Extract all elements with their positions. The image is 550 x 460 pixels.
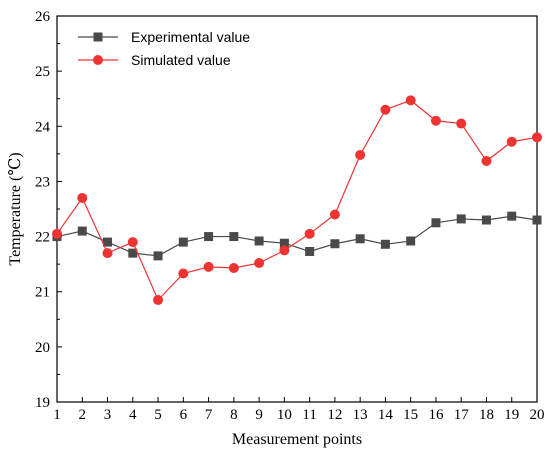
x-tick-label: 4 bbox=[129, 407, 137, 423]
y-tick-label: 19 bbox=[35, 395, 50, 411]
y-axis: 19 20 21 22 23 24 25 26 bbox=[35, 9, 62, 411]
data-point-simulated bbox=[279, 245, 290, 256]
data-point-experimental bbox=[204, 232, 214, 242]
data-point-experimental bbox=[279, 238, 289, 248]
data-point-experimental bbox=[330, 239, 340, 249]
series-group bbox=[52, 95, 542, 305]
x-tick-label: 2 bbox=[79, 407, 87, 423]
x-tick-label: 18 bbox=[479, 407, 494, 423]
legend-marker-simulated bbox=[93, 55, 103, 65]
data-point-simulated bbox=[52, 228, 62, 239]
x-tick-label: 14 bbox=[378, 407, 394, 423]
data-point-simulated bbox=[532, 132, 542, 143]
data-point-simulated bbox=[77, 192, 88, 203]
data-point-experimental bbox=[406, 236, 416, 246]
y-tick-label: 26 bbox=[35, 9, 51, 25]
x-tick-label: 13 bbox=[353, 407, 368, 423]
legend: Experimental value Simulated value bbox=[78, 29, 250, 68]
x-tick-label: 3 bbox=[104, 407, 112, 423]
y-axis-label: Temperature (℃) bbox=[7, 152, 24, 265]
data-point-experimental bbox=[481, 215, 491, 225]
data-point-simulated bbox=[506, 136, 517, 147]
x-tick-label: 17 bbox=[454, 407, 470, 423]
legend-label-experimental: Experimental value bbox=[131, 29, 250, 45]
data-point-experimental bbox=[532, 215, 542, 225]
data-point-simulated bbox=[380, 104, 391, 115]
data-point-experimental bbox=[456, 214, 466, 224]
plot-frame bbox=[56, 15, 538, 403]
data-point-experimental bbox=[128, 248, 138, 258]
x-axis: 1 2 3 4 5 6 7 8 9 10 11 12 13 14 15 16 17 18 19 20 bbox=[53, 397, 545, 423]
y-tick-label: 25 bbox=[35, 64, 50, 80]
data-point-simulated bbox=[405, 95, 416, 106]
data-point-simulated bbox=[203, 261, 214, 272]
y-tick-label: 23 bbox=[35, 174, 50, 190]
y-tick-label: 24 bbox=[35, 119, 51, 135]
x-tick-label: 11 bbox=[302, 407, 316, 423]
legend-label-simulated: Simulated value bbox=[131, 52, 231, 68]
y-tick-label: 20 bbox=[35, 340, 50, 356]
data-point-experimental bbox=[355, 234, 365, 244]
x-tick-label: 1 bbox=[53, 407, 61, 423]
data-point-simulated bbox=[178, 268, 189, 279]
series-line-simulated bbox=[56, 99, 538, 302]
data-point-simulated bbox=[153, 294, 164, 305]
x-tick-label: 9 bbox=[255, 407, 263, 423]
y-tick-label: 22 bbox=[35, 230, 50, 246]
data-point-experimental bbox=[77, 226, 87, 236]
data-point-simulated bbox=[456, 118, 467, 129]
x-tick-label: 20 bbox=[530, 407, 545, 423]
x-tick-label: 19 bbox=[504, 407, 519, 423]
data-point-experimental bbox=[153, 251, 163, 261]
data-point-simulated bbox=[355, 149, 366, 160]
x-tick-label: 8 bbox=[230, 407, 238, 423]
data-point-simulated bbox=[430, 115, 441, 126]
data-point-experimental bbox=[254, 236, 264, 246]
x-tick-label: 12 bbox=[327, 407, 342, 423]
data-point-simulated bbox=[102, 248, 113, 259]
x-tick-label: 5 bbox=[154, 407, 162, 423]
x-tick-label: 10 bbox=[277, 407, 292, 423]
data-point-experimental bbox=[178, 237, 188, 247]
x-tick-label: 7 bbox=[205, 407, 213, 423]
data-point-simulated bbox=[254, 258, 265, 269]
x-axis-label: Measurement points bbox=[232, 431, 362, 448]
data-point-simulated bbox=[304, 228, 315, 239]
data-point-experimental bbox=[507, 211, 517, 221]
data-point-simulated bbox=[329, 209, 340, 220]
data-point-experimental bbox=[229, 232, 239, 242]
data-point-experimental bbox=[380, 239, 390, 249]
data-point-simulated bbox=[127, 237, 138, 248]
x-tick-label: 16 bbox=[428, 407, 444, 423]
legend-marker-experimental bbox=[93, 32, 103, 42]
data-point-simulated bbox=[481, 156, 492, 167]
data-point-experimental bbox=[305, 246, 315, 256]
x-tick-label: 15 bbox=[403, 407, 418, 423]
data-point-experimental bbox=[103, 237, 113, 247]
data-point-simulated bbox=[228, 263, 239, 274]
data-point-experimental bbox=[431, 218, 441, 228]
y-tick-label: 21 bbox=[35, 285, 50, 301]
x-tick-label: 6 bbox=[180, 407, 188, 423]
